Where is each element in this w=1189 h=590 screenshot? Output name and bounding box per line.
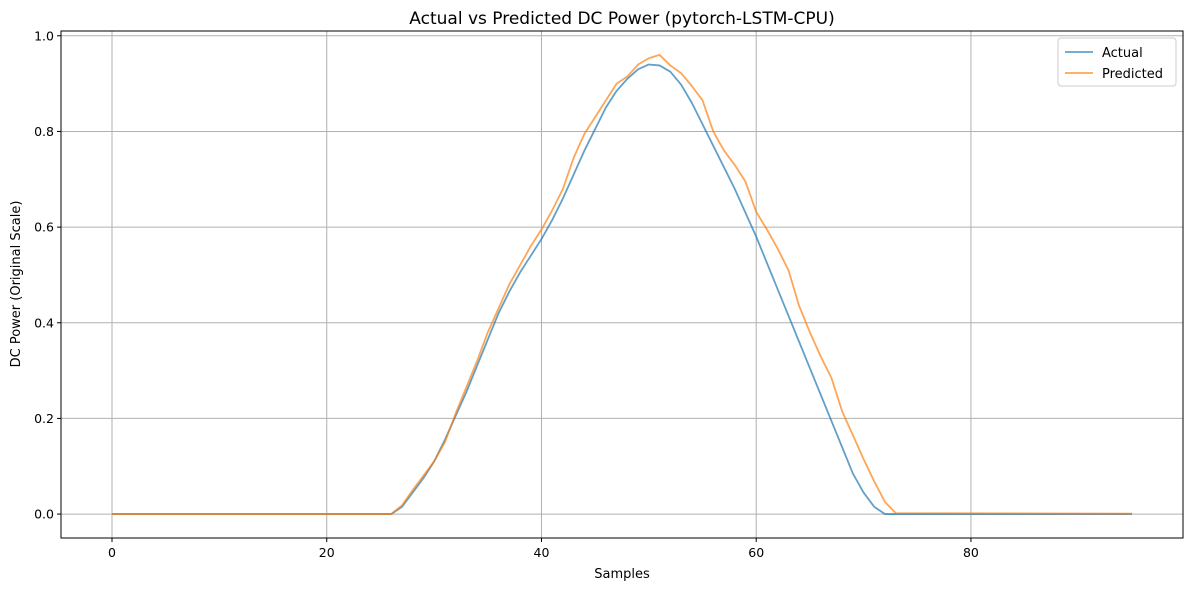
plot-frame <box>60 30 1184 539</box>
y-tick-label: 0.2 <box>34 411 54 426</box>
series-line-actual <box>112 63 1132 515</box>
y-tick-label: 0.0 <box>34 507 54 522</box>
y-axis-label: DC Power (Original Scale) <box>9 201 24 368</box>
chart-title: Actual vs Predicted DC Power (pytorch-LS… <box>409 9 834 29</box>
x-tick-label: 80 <box>963 545 979 560</box>
legend-label-actual: Actual <box>1102 46 1143 61</box>
x-tick-label: 20 <box>319 545 335 560</box>
y-tick-label: 0.6 <box>34 220 54 235</box>
x-tick-label: 40 <box>534 545 550 560</box>
y-tick-label: 0.4 <box>34 315 54 330</box>
legend: Actual Predicted <box>1057 37 1177 87</box>
x-axis-label: Samples <box>594 567 650 582</box>
series-line-predicted <box>112 54 1133 515</box>
x-tick-label: 60 <box>748 545 764 560</box>
x-tick-label: 0 <box>108 545 116 560</box>
series-lines <box>112 54 1133 515</box>
legend-label-predicted: Predicted <box>1102 67 1163 82</box>
x-axis: 0 20 40 60 80 <box>108 538 979 560</box>
y-tick-label: 1.0 <box>34 28 54 43</box>
legend-box <box>1057 37 1177 87</box>
y-axis: 0.0 0.2 0.4 0.6 0.8 1.0 <box>34 28 61 522</box>
y-tick-label: 0.8 <box>34 124 54 139</box>
